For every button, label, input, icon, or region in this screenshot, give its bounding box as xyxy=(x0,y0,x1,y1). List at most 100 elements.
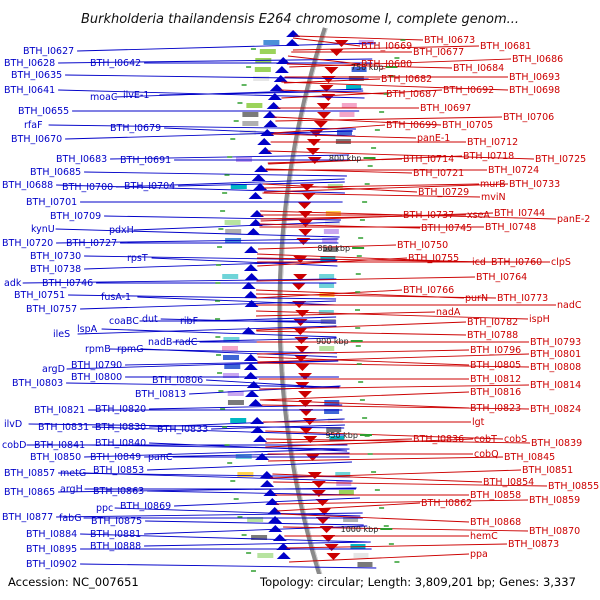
footer-background xyxy=(0,574,600,600)
leader-line xyxy=(144,525,368,535)
gene-label-reverse: BTH_I0714 xyxy=(403,154,454,165)
forward-gene-mark xyxy=(253,183,268,190)
kbp-ticks: 750 kbp 800 kbp 850 kbp 900 kbp 950 kbp 1000 … xyxy=(215,39,406,572)
reverse-gene-mark xyxy=(305,454,320,461)
forward-gene-mark xyxy=(274,66,289,73)
map-title: Burkholderia thailandensis E264 chromoso… xyxy=(81,12,519,27)
cog-feature-mark xyxy=(223,355,240,360)
cog-feature-mark xyxy=(242,112,259,117)
leader-line xyxy=(22,278,337,284)
reverse-gene-mark xyxy=(316,103,331,110)
gene-label-reverse: BTH_I0748 xyxy=(485,222,536,233)
gene-label-forward: BTH_I0865 xyxy=(4,487,55,498)
reverse-gene-mark xyxy=(297,391,312,398)
reverse-gene-mark xyxy=(317,508,332,515)
leader-line xyxy=(257,362,530,368)
gene-label-reverse: BTH_I0812 xyxy=(470,374,521,385)
reverse-gene-mark xyxy=(294,337,309,344)
reverse-gene-mark xyxy=(292,301,307,308)
forward-gene-mark xyxy=(259,471,274,478)
reverse-gene-mark xyxy=(311,481,326,488)
gene-label-reverse: purN xyxy=(465,293,488,304)
gene-label-reverse: BTH_I0801 xyxy=(530,349,581,360)
forward-gene-mark xyxy=(244,273,259,280)
cog-feature-mark xyxy=(224,220,241,225)
cog-feature-mark xyxy=(222,274,239,279)
cog-feature-mark xyxy=(320,256,336,261)
gene-label-forward: BTH_I0679 xyxy=(110,123,161,134)
leader-line xyxy=(256,321,467,331)
forward-gene-mark xyxy=(286,30,301,37)
leader-line xyxy=(189,385,341,395)
accession-label: Accession: NC_007651 xyxy=(8,575,139,589)
leader-line xyxy=(281,81,509,91)
cog-feature-mark xyxy=(259,49,276,54)
gene-label-reverse: BTH_I0796 xyxy=(470,345,521,356)
gene-label-forward: BTH_I0683 xyxy=(56,154,107,165)
gene-label-forward: BTH_I0902 xyxy=(26,559,77,570)
forward-gene-mark xyxy=(268,516,283,523)
cog-feature-mark xyxy=(263,40,280,45)
gene-label-forward: BTH_I0813 xyxy=(135,389,186,400)
reverse-gene-mark xyxy=(313,121,328,128)
forward-gene-mark xyxy=(248,192,263,199)
gene-label-forward: BTH_I0655 xyxy=(18,106,69,117)
leader-line xyxy=(125,360,339,366)
gene-label-reverse: BTH_I0680 xyxy=(361,59,412,70)
gene-label-forward: BTH_I0688 xyxy=(2,180,53,191)
leader-line xyxy=(48,124,356,130)
gene-label-forward: BTH_I0830 xyxy=(95,422,146,433)
cog-feature-mark xyxy=(222,346,239,351)
leader-line xyxy=(260,212,494,222)
leader-line xyxy=(273,116,442,126)
cog-feature-mark xyxy=(343,517,359,522)
leader-line xyxy=(68,294,337,300)
gene-label-forward: dut xyxy=(142,314,158,325)
leader-line xyxy=(66,382,340,388)
gene-label-reverse: BTH_I0816 xyxy=(470,387,521,398)
leader-line xyxy=(141,348,338,358)
gene-label-forward: BTH_I0635 xyxy=(11,70,62,81)
reverse-gene-mark xyxy=(319,85,334,92)
backbone-arc xyxy=(277,27,331,600)
gene-label-forward: BTH_I0720 xyxy=(2,238,53,249)
gene-label-reverse: BTH_I0839 xyxy=(531,438,582,449)
forward-gene-mark xyxy=(268,525,283,532)
gene-label-reverse: BTH_I0823 xyxy=(470,403,521,414)
gene-label-reverse: BTH_I0725 xyxy=(535,154,586,165)
leader-line xyxy=(137,296,337,306)
forward-gene-mark xyxy=(243,372,258,379)
forward-gene-mark xyxy=(269,84,284,91)
gene-label-forward: radC xyxy=(175,337,198,348)
kbp-tick-label: 950 kbp xyxy=(325,431,358,440)
leader-line xyxy=(133,221,340,231)
gene-label-forward: BTH_I0757 xyxy=(26,304,77,315)
gene-label-forward: BTH_I0751 xyxy=(14,290,65,301)
gene-label-forward: BTH_I0642 xyxy=(90,58,141,69)
leader-line xyxy=(272,473,483,483)
gene-label-reverse: BTH_I0805 xyxy=(470,360,521,371)
backbone-highlight xyxy=(281,27,331,600)
gene-label-reverse: ispH xyxy=(529,314,550,325)
gene-label-forward: kynU xyxy=(31,224,55,235)
gene-label-reverse: BTH_I0699 xyxy=(386,120,437,131)
gene-label-forward: argH xyxy=(60,484,83,495)
reverse-gene-mark xyxy=(294,346,309,353)
leader-line xyxy=(28,423,345,429)
leader-line xyxy=(264,183,480,189)
gene-label-reverse: BTH_I0705 xyxy=(442,120,493,131)
gene-label-reverse: BTH_I0706 xyxy=(503,112,554,123)
forward-gene-mark xyxy=(251,174,266,181)
leader-line xyxy=(178,181,345,187)
gene-label-reverse: BTH_I0729 xyxy=(418,187,469,198)
reverse-gene-mark xyxy=(299,427,314,434)
cog-feature-mark xyxy=(323,229,339,234)
leader-line xyxy=(256,293,497,299)
gene-label-reverse: BTH_I0854 xyxy=(483,477,534,488)
gene-label-reverse: hemC xyxy=(470,531,498,542)
gene-label-forward: pdxH xyxy=(109,225,134,236)
reverse-gene-mark xyxy=(311,490,326,497)
gene-label-reverse: BTH_I0724 xyxy=(488,165,539,176)
gene-label-forward: BTH_I0746 xyxy=(42,278,93,289)
